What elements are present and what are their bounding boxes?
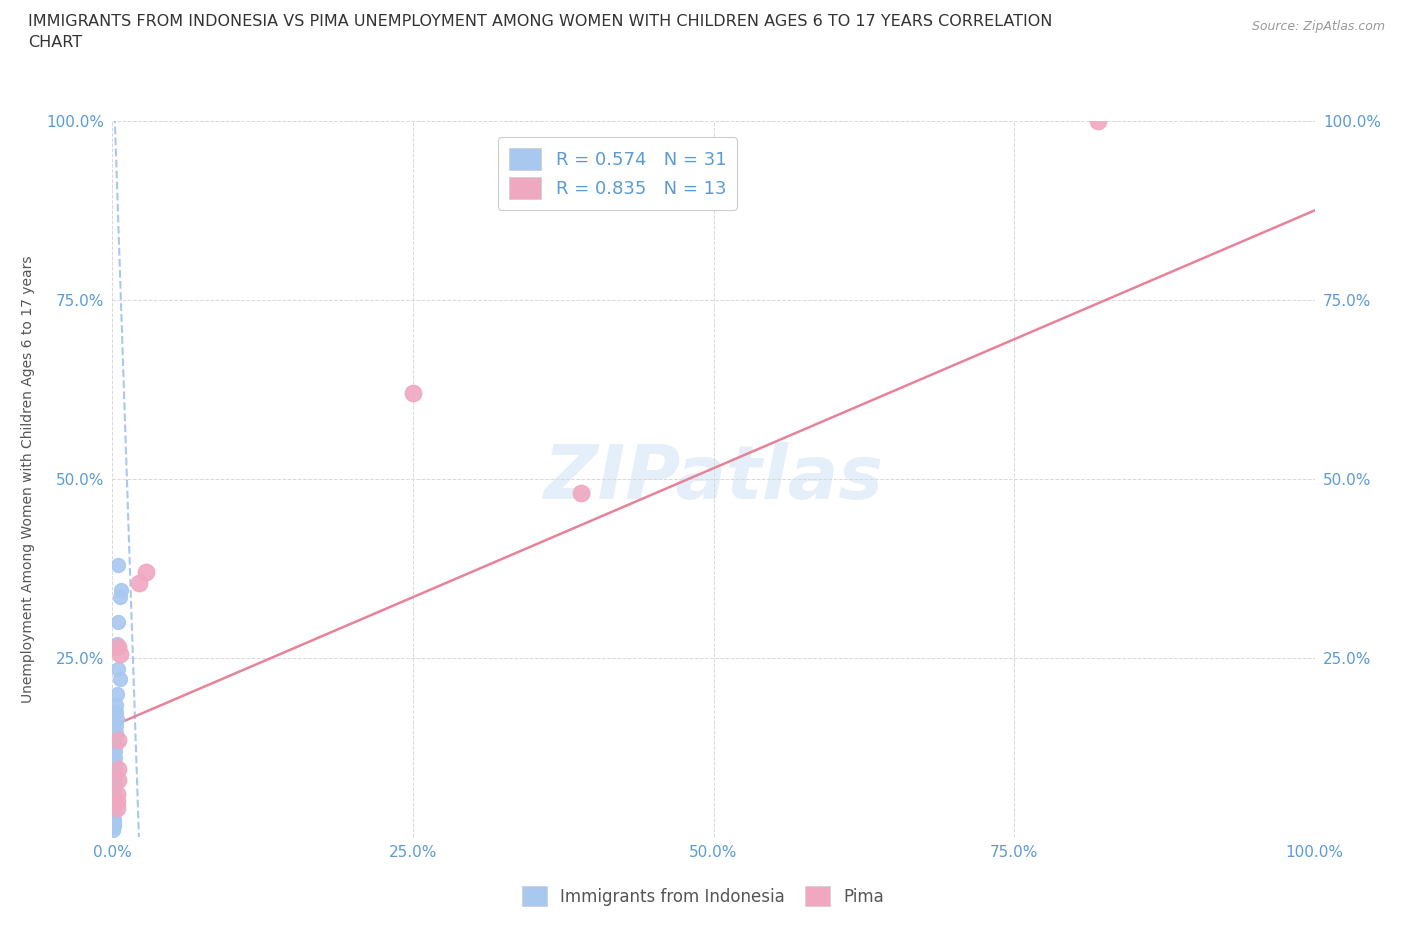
Point <box>1087 113 1109 128</box>
Text: ZIPatlas: ZIPatlas <box>544 443 883 515</box>
Point <box>103 783 125 798</box>
Point <box>105 787 128 802</box>
Point <box>107 733 129 748</box>
Point <box>104 744 127 759</box>
Point <box>107 772 129 787</box>
Point <box>103 790 125 805</box>
Point <box>105 636 128 651</box>
Point <box>105 794 128 809</box>
Point <box>569 485 592 500</box>
Y-axis label: Unemployment Among Women with Children Ages 6 to 17 years: Unemployment Among Women with Children A… <box>21 255 35 703</box>
Point <box>110 582 132 597</box>
Point <box>103 816 125 830</box>
Point <box>108 672 131 687</box>
Point <box>105 698 128 712</box>
Point <box>105 704 128 719</box>
Point <box>103 794 125 809</box>
Point <box>103 818 125 833</box>
Point <box>108 647 131 662</box>
Point <box>135 565 157 579</box>
Legend: Immigrants from Indonesia, Pima: Immigrants from Indonesia, Pima <box>515 880 891 912</box>
Point <box>103 804 125 819</box>
Point <box>105 725 128 740</box>
Point <box>104 751 127 765</box>
Point <box>104 776 127 790</box>
Point <box>105 737 128 751</box>
Point <box>107 557 129 572</box>
Point <box>103 801 125 816</box>
Point <box>107 615 129 630</box>
Point <box>107 640 129 655</box>
Legend: R = 0.574   N = 31, R = 0.835   N = 13: R = 0.574 N = 31, R = 0.835 N = 13 <box>498 137 737 210</box>
Text: Source: ZipAtlas.com: Source: ZipAtlas.com <box>1251 20 1385 33</box>
Point <box>105 686 128 701</box>
Point <box>105 719 128 734</box>
Point <box>105 711 128 726</box>
Text: CHART: CHART <box>28 35 82 50</box>
Point <box>108 590 131 604</box>
Point <box>402 386 425 401</box>
Point <box>107 661 129 676</box>
Point <box>107 762 129 777</box>
Point <box>104 758 127 773</box>
Point <box>104 762 127 777</box>
Point <box>128 576 150 591</box>
Point <box>103 787 125 802</box>
Point <box>104 769 127 784</box>
Text: IMMIGRANTS FROM INDONESIA VS PIMA UNEMPLOYMENT AMONG WOMEN WITH CHILDREN AGES 6 : IMMIGRANTS FROM INDONESIA VS PIMA UNEMPL… <box>28 14 1053 29</box>
Point <box>105 801 128 816</box>
Point <box>103 812 125 827</box>
Point <box>104 772 127 787</box>
Point <box>101 822 124 837</box>
